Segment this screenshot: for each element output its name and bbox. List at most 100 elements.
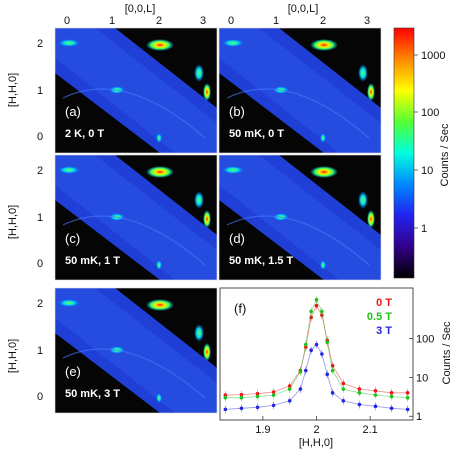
diffuse-scattering <box>62 215 206 266</box>
data-point <box>341 387 346 391</box>
bragg-peak <box>367 83 375 101</box>
bragg-peak <box>222 166 244 174</box>
diffuse-scattering <box>62 88 206 139</box>
panel-label-c: (c) <box>65 231 80 246</box>
data-point <box>303 368 308 373</box>
diffuse-scattering <box>226 88 370 139</box>
map-data-core <box>219 155 381 280</box>
bragg-peak <box>156 133 162 143</box>
colorbar <box>393 27 415 279</box>
left-axis-label-row3: [H,H,0] <box>7 339 19 373</box>
left-axis-ticks: 2 1 0 2 1 0 2 1 0 <box>37 38 43 403</box>
bragg-peak <box>194 324 204 342</box>
left-axis-label-row2: [H,H,0] <box>7 205 19 239</box>
y-tick-label: 1 <box>416 411 422 423</box>
bragg-peak <box>146 299 174 311</box>
line-cut-y-label: Counts / Sec <box>441 321 453 384</box>
top-tick-label: 2 <box>156 15 162 27</box>
line-cut-legend: 0 T 0.5 T 3 T <box>367 297 392 337</box>
bragg-peak <box>310 166 338 178</box>
colorbar-tick-label: 10 <box>421 165 433 177</box>
top-axis-label-right: [0,0,L] <box>288 3 319 15</box>
map-frame <box>54 27 218 154</box>
panel-condition-b: 50 mK, 0 T <box>229 128 284 140</box>
data-point <box>373 393 378 397</box>
x-tick-label: 2 <box>313 424 319 436</box>
panel-label-b: (b) <box>229 104 245 119</box>
data-point <box>309 309 313 314</box>
data-point <box>325 340 330 345</box>
left-tick-label: 0 <box>37 258 43 270</box>
data-point <box>341 381 346 386</box>
colorbar-tick-label: 100 <box>421 107 439 119</box>
colorbar-tick-label: 1 <box>421 223 427 235</box>
data-point <box>223 407 228 412</box>
data-point <box>325 372 330 377</box>
map-frame <box>54 154 218 281</box>
top-tick-label: 0 <box>228 15 234 27</box>
left-tick-label: 2 <box>37 165 43 177</box>
data-point <box>223 395 228 400</box>
diffuse-scattering <box>226 215 370 266</box>
top-tick-label: 1 <box>273 15 279 27</box>
bragg-peak <box>194 191 204 209</box>
top-axis-ticks: 0 1 2 3 0 1 2 3 <box>64 15 370 27</box>
panel-label-d: (d) <box>229 231 245 246</box>
left-axis-label-row1: [H,H,0] <box>7 73 19 107</box>
map-panel-c: (c) 50 mK, 1 T <box>54 154 218 281</box>
map-panel-d: (d) 50 mK, 1.5 T <box>218 154 382 281</box>
map-data-core <box>55 288 217 413</box>
bragg-peak <box>146 39 174 51</box>
legend-entry: 0.5 T <box>367 311 392 323</box>
data-point <box>303 342 308 347</box>
data-point <box>330 368 335 373</box>
colorbar-tick-label: 1000 <box>421 50 445 62</box>
bragg-peak <box>367 210 375 228</box>
panel-condition-d: 50 mK, 1.5 T <box>229 255 293 267</box>
data-point <box>341 398 346 403</box>
data-point <box>239 395 244 400</box>
data-point <box>287 387 292 391</box>
left-tick-label: 0 <box>37 131 43 143</box>
data-point <box>271 403 276 408</box>
data-point <box>314 303 319 308</box>
y-tick-label: 100 <box>416 334 434 346</box>
left-tick-label: 1 <box>37 212 43 224</box>
bragg-peak <box>222 39 244 47</box>
bragg-peak <box>58 166 80 174</box>
panel-label-f: (f) <box>234 301 246 316</box>
data-point <box>373 404 378 409</box>
x-tick-label: 2.1 <box>362 424 377 436</box>
bragg-peak <box>146 166 174 178</box>
bragg-peak <box>194 64 204 82</box>
top-tick-label: 0 <box>64 15 70 27</box>
left-tick-label: 2 <box>37 298 43 310</box>
data-point <box>271 393 276 397</box>
map-panels: (a) 2 K, 0 T (b) 50 mK, 0 T (c) 50 mK, 1 T (d)… <box>54 27 382 414</box>
bragg-peak <box>156 260 162 270</box>
map-data-core <box>55 28 217 153</box>
map-panel-a: (a) 2 K, 0 T <box>54 27 218 154</box>
data-point <box>287 398 292 403</box>
left-tick-label: 0 <box>37 391 43 403</box>
data-point <box>389 394 394 399</box>
map-panel-b: (b) 50 mK, 0 T <box>218 27 382 154</box>
panel-condition-e: 50 mK, 3 T <box>65 388 120 400</box>
map-frame <box>54 287 218 414</box>
x-tick-label: 1.9 <box>255 424 270 436</box>
line-cut-x-ticks: 1.9 2 2.1 <box>255 416 378 436</box>
data-point <box>373 389 378 393</box>
data-point <box>298 387 303 391</box>
map-panel-e: (e) 50 mK, 3 T <box>54 287 218 414</box>
series-1 <box>223 295 410 402</box>
bragg-peak <box>58 39 80 47</box>
bragg-peak <box>156 393 162 403</box>
series-2 <box>223 340 410 414</box>
top-axis-label-left: [0,0,L] <box>125 3 156 15</box>
bragg-peak <box>58 299 80 307</box>
data-point <box>320 352 324 356</box>
line-cut-points <box>223 295 410 414</box>
bragg-peak <box>358 191 368 209</box>
data-point <box>309 348 313 353</box>
